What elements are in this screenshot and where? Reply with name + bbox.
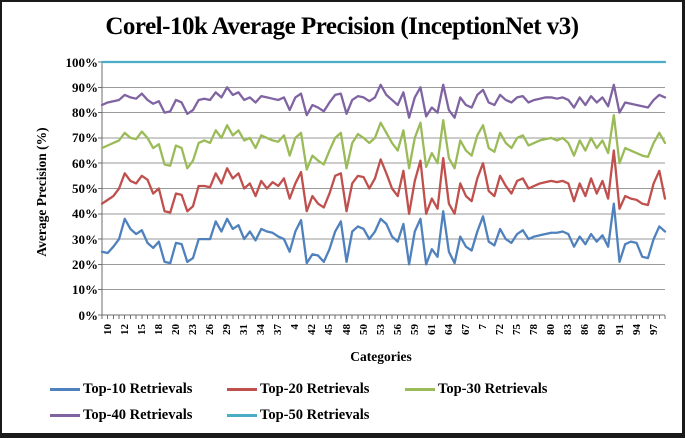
y-tick-label: 50% <box>72 181 98 196</box>
legend-entry: Top-50 Retrievals <box>227 406 369 424</box>
legend-line-sample <box>227 387 257 391</box>
legend-entry: Top-10 Retrievals <box>50 380 192 398</box>
y-tick-label: 80% <box>72 105 98 121</box>
y-tick-label: 90% <box>72 79 98 95</box>
legend-entry: Top-30 Retrievals <box>405 380 547 398</box>
series-line-top-20-retrievals <box>100 149 667 215</box>
legend-line-sample <box>227 413 257 417</box>
legend-line-sample <box>405 387 435 391</box>
legend-label: Top-10 Retrievals <box>83 380 193 397</box>
series-line-top-10-retrievals <box>100 202 667 266</box>
legend-entry: Top-20 Retrievals <box>227 380 369 398</box>
y-axis-title: Average Precision (%) <box>34 127 49 257</box>
x-axis-title: Categories <box>350 349 412 364</box>
legend-label: Top-20 Retrievals <box>260 380 370 397</box>
series-line-top-40-retrievals <box>100 83 667 119</box>
y-tick-label: 30% <box>72 231 98 247</box>
legend-entry: Top-40 Retrievals <box>50 406 192 424</box>
series-line-top-30-retrievals <box>100 113 667 171</box>
y-tick-label: 40% <box>72 206 98 222</box>
y-tick-label: 10% <box>72 282 98 298</box>
legend-label: Top-40 Retrievals <box>83 406 193 423</box>
legend-label: Top-50 Retrievals <box>260 406 370 423</box>
y-tick-label: 60% <box>72 155 98 171</box>
legend-label: Top-30 Retrievals <box>438 380 548 397</box>
legend-line-sample <box>50 387 80 391</box>
y-tick-label: 100% <box>65 54 99 70</box>
y-tick-label: 20% <box>72 256 98 272</box>
plot-area <box>98 60 667 319</box>
y-tick-label: 0% <box>78 307 99 323</box>
legend-line-sample <box>50 413 80 417</box>
chart-title: Corel-10k Average Precision (InceptionNe… <box>105 13 579 40</box>
y-tick-label: 70% <box>72 130 98 146</box>
